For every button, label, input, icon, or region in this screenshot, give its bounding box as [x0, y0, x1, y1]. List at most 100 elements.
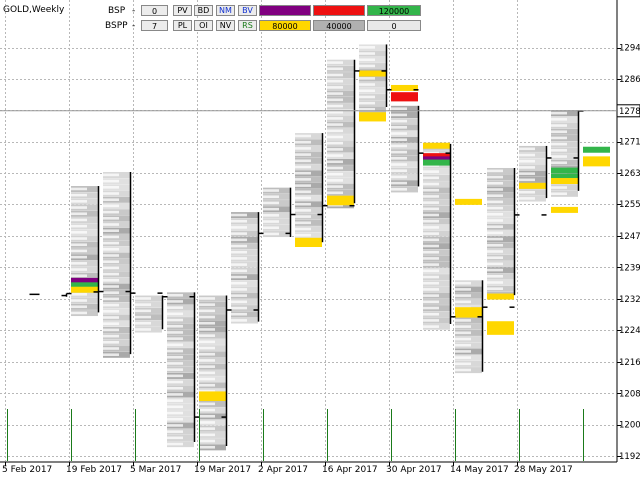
- footprint-cell-text: [103, 291, 119, 295]
- footprint-cell-text: [167, 380, 183, 384]
- footprint-cell-text: [263, 226, 279, 230]
- footprint-cell-text: [199, 328, 215, 331]
- footprint-cell-text: [199, 433, 215, 437]
- footprint-cell-text: [167, 362, 183, 365]
- level-yellow[interactable]: 80000: [259, 20, 311, 31]
- footprint-cell-text: [103, 248, 119, 251]
- footprint-cell-text: [199, 421, 215, 424]
- footprint-cell-text: [167, 386, 183, 390]
- footprint-highlight-cell: [551, 206, 578, 213]
- price-tick-label: 1255.70: [619, 200, 640, 210]
- footprint-cell-text: [327, 61, 343, 64]
- footprint-cell-text: [519, 197, 535, 200]
- footprint-cell-text: [103, 186, 119, 189]
- footprint-cell-text: [551, 111, 567, 115]
- footprint-highlight-cell: [551, 178, 578, 185]
- oi-button[interactable]: OI: [194, 20, 213, 31]
- footprint-highlight-cell: [391, 92, 418, 99]
- footprint-cell-text: [71, 255, 87, 259]
- footprint-cell-text: [167, 355, 183, 359]
- footprint-cell-text: [423, 275, 439, 279]
- footprint-cell-text: [167, 337, 183, 340]
- time-axis-border: [0, 461, 617, 463]
- footprint-cell-text: [199, 427, 215, 430]
- footprint-cell-text: [455, 362, 471, 366]
- footprint-highlight-cell: [391, 95, 418, 102]
- footprint-cell-text: [199, 297, 215, 300]
- pv-button[interactable]: PV: [173, 5, 192, 16]
- price-tick-label: 1263.50: [619, 169, 640, 179]
- footprint-cell-text: [103, 328, 119, 332]
- footprint-cell-text: [423, 325, 439, 328]
- footprint-cell-text: [231, 294, 247, 297]
- ohlc-bars: [29, 44, 584, 446]
- footprint-cell-text: [487, 237, 503, 241]
- time-tick-label: 2 Apr 2017: [258, 465, 308, 475]
- price-tick-label: 1239.90: [619, 263, 640, 273]
- footprint-highlight-cell: [551, 167, 578, 174]
- footprint-cell-text: [231, 269, 247, 273]
- footprint-cell-text: [103, 210, 119, 214]
- footprint-highlight-cell: [391, 84, 418, 91]
- footprint-cell-text: [519, 190, 535, 194]
- footprint-cell-text: [103, 341, 119, 344]
- time-tick-label: 19 Mar 2017: [194, 465, 251, 475]
- footprint-cell-text: [359, 101, 375, 105]
- price-tick-label: 1271.30: [619, 138, 640, 148]
- footprint-cell-text: [103, 279, 119, 282]
- footprint-cell-text: [391, 144, 407, 148]
- footprint-cell-text: [231, 288, 247, 291]
- footprint-cell-text: [487, 200, 503, 204]
- level-light[interactable]: 0: [367, 20, 421, 31]
- level-red[interactable]: 80000: [313, 5, 365, 16]
- price-tick-label: 1294.70: [619, 44, 640, 54]
- bspp-value[interactable]: 7: [141, 20, 168, 31]
- footprint-cell-text: [455, 343, 471, 347]
- footprint-cell-text: [391, 107, 407, 111]
- nv-button[interactable]: NV: [216, 20, 235, 31]
- footprint-cell-text: [167, 368, 183, 371]
- price-tick-label: 1200.70: [619, 421, 640, 431]
- footprint-cell-text: [71, 193, 87, 197]
- footprint-cell-text: [295, 140, 311, 144]
- bsp-value[interactable]: 0: [141, 5, 168, 16]
- footprint-cell-text: [71, 187, 87, 191]
- footprint-cell-text: [199, 439, 215, 443]
- time-axis[interactable]: 5 Feb 2017 19 Feb 2017 5 Mar 2017 19 Mar 20…: [2, 462, 573, 475]
- level-green[interactable]: 120000: [367, 5, 421, 16]
- footprint-cell-text: [103, 198, 119, 202]
- window-title: GOLD,Weekly: [3, 5, 65, 15]
- level-purple[interactable]: 20000: [259, 5, 311, 16]
- footprint-cell-text: [295, 165, 311, 169]
- footprint-cell-text: [487, 225, 503, 228]
- bv-button[interactable]: BV: [238, 5, 257, 16]
- footprint-cell-text: [199, 359, 215, 362]
- price-tick-label: 1286.90: [619, 75, 640, 85]
- footprint-cell-text: [135, 321, 151, 325]
- footprint-cell-text: [359, 77, 375, 80]
- bd-button[interactable]: BD: [194, 5, 213, 16]
- footprint-cell-text: [199, 303, 215, 306]
- footprint-cell-text: [423, 195, 439, 198]
- pl-button[interactable]: PL: [173, 20, 192, 31]
- footprint-cell-text: [423, 188, 439, 192]
- footprint-highlight-cell: [71, 286, 98, 293]
- footprint-cell-text: [423, 226, 439, 229]
- footprint-cell-text: [487, 243, 503, 247]
- footprint-cell-text: [327, 123, 343, 126]
- footprint-cell-text: [487, 175, 503, 179]
- nm-button[interactable]: NM: [216, 5, 235, 16]
- footprint-cell-text: [263, 207, 279, 211]
- level-grey[interactable]: 40000: [313, 20, 365, 31]
- footprint-cell-text: [71, 305, 87, 309]
- footprint-cell-text: [551, 161, 567, 165]
- footprint-cell-text: [391, 188, 407, 191]
- footprint-cell-text: [71, 200, 87, 203]
- footprint-cell-text: [455, 300, 471, 304]
- rs-button[interactable]: RS: [238, 20, 257, 31]
- footprint-cell-text: [199, 383, 215, 387]
- footprint-cell-text: [455, 368, 471, 372]
- footprint-cell-text: [327, 79, 343, 83]
- footprint-cell-text: [359, 58, 375, 62]
